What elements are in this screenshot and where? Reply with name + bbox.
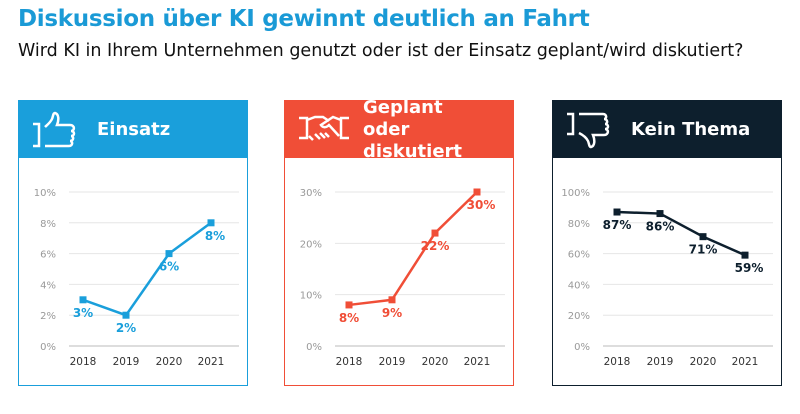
data-label: 8% — [205, 229, 225, 243]
x-tick-label: 2019 — [647, 356, 674, 368]
y-tick-label: 40% — [568, 280, 590, 291]
data-point — [431, 229, 439, 237]
y-tick-label: 80% — [568, 219, 590, 230]
data-label: 8% — [339, 311, 359, 325]
data-point — [473, 188, 481, 196]
chart-geplant: 0% 10% 20% 30% 2018 2019 2020 2021 8% 9% 22% 30% — [300, 188, 505, 368]
y-tick-label: 0% — [574, 342, 590, 353]
y-tick-label: 4% — [40, 280, 56, 291]
panel-title: Einsatz — [97, 118, 171, 140]
panel-kein-thema: Kein Thema 0% 20% 40% 60% 80% 100% 2018 2019 202… — [552, 100, 782, 386]
y-tick-label: 2% — [40, 311, 56, 322]
y-tick-label: 10% — [34, 188, 56, 199]
x-tick-label: 2019 — [113, 356, 140, 368]
panel-title: Kein Thema — [631, 118, 751, 140]
y-tick-label: 10% — [300, 291, 322, 302]
data-label: 86% — [646, 220, 675, 234]
data-point — [345, 301, 353, 309]
data-point — [207, 219, 215, 227]
series-line — [616, 210, 746, 257]
data-point — [656, 210, 664, 218]
y-tick-label: 100% — [561, 188, 590, 199]
y-tick-label: 30% — [300, 188, 322, 199]
y-tick-label: 20% — [568, 311, 590, 322]
data-point — [388, 296, 396, 304]
y-tick-label: 0% — [306, 342, 322, 353]
series-line — [348, 191, 478, 307]
thumbs-up-icon — [33, 111, 76, 147]
x-tick-label: 2021 — [198, 356, 225, 368]
chart-einsatz: 0% 2% 4% 6% 8% 10% 2018 2019 2020 2021 3% 2% 6% 8% — [34, 188, 239, 368]
x-tick-label: 2020 — [422, 356, 449, 368]
thumbs-down-icon — [567, 112, 610, 148]
data-label: 59% — [735, 261, 764, 275]
handshake-icon — [299, 115, 349, 141]
data-point — [613, 208, 621, 216]
x-tick-label: 2021 — [732, 356, 759, 368]
data-label: 71% — [689, 243, 718, 257]
x-tick-label: 2018 — [604, 356, 631, 368]
panel-header: Geplant oder diskutiert — [285, 97, 513, 162]
y-tick-label: 60% — [568, 250, 590, 261]
data-label: 30% — [467, 198, 496, 212]
data-point — [741, 251, 749, 259]
data-point — [79, 296, 87, 304]
data-point — [165, 250, 173, 258]
data-label: 6% — [159, 260, 179, 274]
x-tick-label: 2018 — [70, 356, 97, 368]
data-label: 3% — [73, 306, 93, 320]
data-label: 9% — [382, 306, 402, 320]
page-subtitle: Wird KI in Ihrem Unternehmen genutzt ode… — [18, 41, 744, 61]
data-label: 87% — [603, 218, 632, 232]
panel-einsatz: Einsatz 0% 2% 4% 6% 8% 10% 2018 2019 2020 2021 3% 2… — [18, 100, 248, 386]
page-title: Diskussion über KI gewinnt deutlich an F… — [18, 6, 590, 32]
x-tick-label: 2020 — [690, 356, 717, 368]
chart-kein-thema: 0% 20% 40% 60% 80% 100% 2018 2019 2020 2021 87% 86%… — [561, 188, 773, 368]
panel-title: Geplant oder diskutiert — [363, 96, 463, 162]
panel-geplant: Geplant oder diskutiert 0% 10% 20% 30% 2018 2… — [284, 97, 514, 386]
data-point — [122, 311, 130, 319]
panel-header: Kein Thema — [553, 101, 781, 158]
data-label: 22% — [421, 239, 450, 253]
y-tick-label: 6% — [40, 250, 56, 261]
series-line — [82, 221, 212, 317]
x-tick-label: 2019 — [379, 356, 406, 368]
x-tick-label: 2018 — [336, 356, 363, 368]
x-tick-label: 2020 — [156, 356, 183, 368]
y-tick-label: 20% — [300, 239, 322, 250]
y-tick-label: 8% — [40, 219, 56, 230]
data-label: 2% — [116, 321, 136, 335]
x-tick-label: 2021 — [464, 356, 491, 368]
y-tick-label: 0% — [40, 342, 56, 353]
data-point — [699, 233, 707, 241]
panel-header: Einsatz — [19, 101, 247, 158]
